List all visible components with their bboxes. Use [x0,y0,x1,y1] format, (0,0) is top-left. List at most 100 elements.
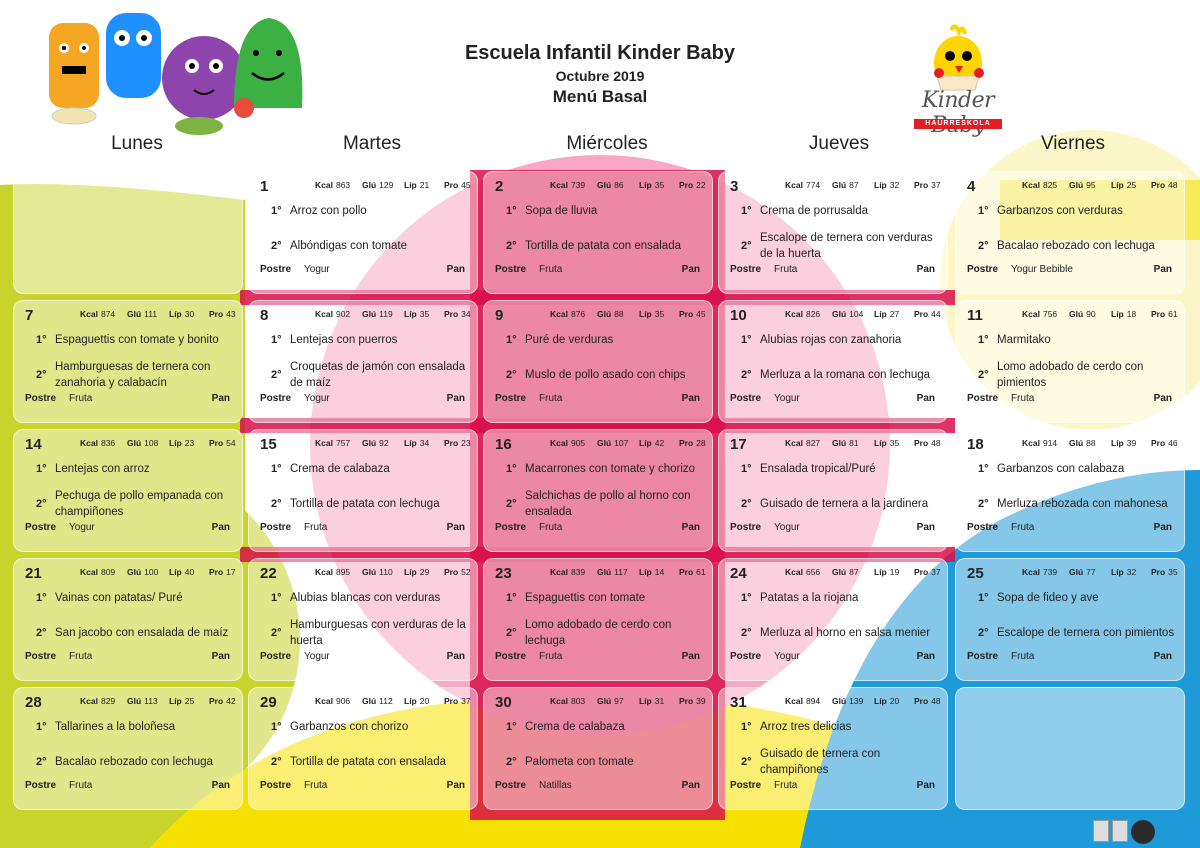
first-course: 1° Puré de verduras [506,329,706,351]
nutrition-lip-value: 27 [889,309,900,319]
nutrition-pro-label: Pro [444,309,459,319]
second-course: 2° Guisado de ternera a la jardinera [741,486,941,522]
dessert-value: Fruta [774,264,798,275]
dessert-label: Postre [260,393,292,404]
nutrition-pro-value: 44 [931,309,941,319]
second-course-name: Merluza rebozada con mahonesa [997,498,1168,510]
bread-label: Pan [916,522,935,533]
nutrition-pro-label: Pro [209,438,224,448]
first-course-name: Arroz tres delicias [760,721,852,733]
nutrition-lip: Líp 32 [874,180,899,190]
nutrition-lip-value: 23 [184,438,195,448]
first-course-name: Garbanzos con chorizo [290,721,409,733]
first-course-marker: 1° [36,334,47,346]
nutrition-glu-value: 119 [379,309,393,319]
nutrition-glu-label: Glú [127,567,142,577]
first-course: 1° Crema de calabaza [271,458,471,480]
second-course: 2° Bacalao rebozado con lechuga [36,744,236,780]
nutrition-glu-value: 95 [1086,180,1096,190]
dessert-label: Postre [730,651,762,662]
dessert-value: Fruta [1011,651,1035,662]
dessert-label: Postre [260,780,292,791]
day-cell: 2 Kcal 739 Glú 86 Líp 35 Pro 22 1° Sopa de lluvia 2… [483,171,713,294]
day-cell: 29 Kcal 906 Glú 112 Líp 20 Pro 37 1° Garbanzos con… [248,687,478,810]
second-course: 2° Tortilla de patata con lechuga [271,486,471,522]
nutrition-lip: Líp 35 [874,438,899,448]
second-course-name: Guisado de ternera a la jardinera [760,498,929,510]
dessert-value: Fruta [774,780,798,791]
nutrition-kcal-value: 756 [1042,309,1058,319]
dessert-value: Fruta [539,522,563,533]
day-number: 2 [495,178,504,195]
nutrition-glu: Glú 119 [362,309,393,319]
nutrition-lip-value: 39 [1126,438,1137,448]
dessert-label: Postre [730,264,762,275]
first-course-name: Alubias rojas con zanahoria [760,334,902,346]
second-course-name: Escalope de ternera con verduras de la h… [760,232,933,260]
nutrition-glu-value: 117 [614,567,628,577]
first-course-marker: 1° [978,592,989,604]
nutrition-kcal-label: Kcal [785,180,803,190]
nutrition-lip-label: Líp [639,696,652,706]
day-cell: 1 Kcal 863 Glú 129 Líp 21 Pro 45 1° Arroz con poll… [248,171,478,294]
nutrition-kcal-label: Kcal [785,567,803,577]
first-course-marker: 1° [506,463,517,475]
chick-icon [934,24,984,91]
nutrition-lip: Líp 20 [404,696,429,706]
mascots-illustration [49,13,303,135]
header: Escuela Infantil Kinder Baby Octubre 201… [0,0,1200,170]
dessert-row: Postre Yogur Pan [730,393,935,409]
nutrition-glu: Glú 87 [832,567,859,577]
nutrition-lip-label: Líp [404,567,417,577]
second-course: 2° Pechuga de pollo empanada con champiño… [36,486,236,522]
nutrition-glu-value: 88 [614,309,624,319]
nutrition-pro-label: Pro [914,309,929,319]
nutrition-kcal-value: 809 [100,567,116,577]
first-course: 1° Sopa de fideo y ave [978,587,1178,609]
nutrition-lip-value: 25 [184,696,195,706]
second-course-name: Tortilla de patata con lechuga [290,498,440,510]
second-course-name: Palometa con tomate [525,756,634,768]
nutrition-kcal-value: 803 [570,696,586,706]
nutrition-glu-label: Glú [362,180,377,190]
second-course-marker: 2° [978,369,989,381]
nutrition-kcal: Kcal 863 [315,180,350,190]
nutrition-lip: Líp 39 [1111,438,1136,448]
nutrition-pro: Pro 61 [1151,309,1178,319]
nutrition-lip: Líp 18 [1111,309,1136,319]
day-number: 7 [25,307,34,324]
nutrition-kcal-value: 874 [100,309,116,319]
nutrition-kcal-value: 825 [1042,180,1058,190]
nutrition-glu-label: Glú [362,567,377,577]
day-number: 3 [730,178,739,195]
day-cell: 7 Kcal 874 Glú 111 Líp 30 Pro 43 1° Espaguettis co… [13,300,243,423]
second-course-marker: 2° [978,498,989,510]
nutrition-glu-value: 113 [144,696,158,706]
nutrition-kcal: Kcal 826 [785,309,820,319]
nutrition-kcal-label: Kcal [785,696,803,706]
second-course-name: Croquetas de jamón con ensalada de maíz [290,361,466,389]
nutrition-lip-value: 20 [419,696,430,706]
nutrition-kcal-label: Kcal [315,180,333,190]
second-course-name: Hamburguesas con verduras de la huerta [290,619,466,647]
nutrition-pro-value: 48 [931,696,941,706]
dessert-value: Yogur [304,651,330,662]
dessert-value: Natillas [539,780,572,791]
nutrition-lip-label: Líp [1111,567,1124,577]
nutrition-kcal: Kcal 774 [785,180,820,190]
first-course-marker: 1° [506,592,517,604]
first-course-name: Patatas a la riojana [760,592,859,604]
nutrition-glu: Glú 139 [832,696,863,706]
nutrition-glu: Glú 129 [362,180,393,190]
day-cell: 25 Kcal 739 Glú 77 Líp 32 Pro 35 1° Sopa de fideo … [955,558,1185,681]
nutrition-kcal-label: Kcal [1022,438,1040,448]
nutrition-kcal-value: 757 [335,438,351,448]
nutrition-lip-label: Líp [169,567,182,577]
bread-label: Pan [1153,651,1172,662]
nutrition-glu-value: 97 [614,696,624,706]
bread-label: Pan [681,264,700,275]
nutrition-lip-label: Líp [404,438,417,448]
day-cell: 16 Kcal 905 Glú 107 Líp 42 Pro 28 1° Macarrones co… [483,429,713,552]
dessert-value: Yogur [774,522,800,533]
nutrition-pro-value: 54 [226,438,236,448]
